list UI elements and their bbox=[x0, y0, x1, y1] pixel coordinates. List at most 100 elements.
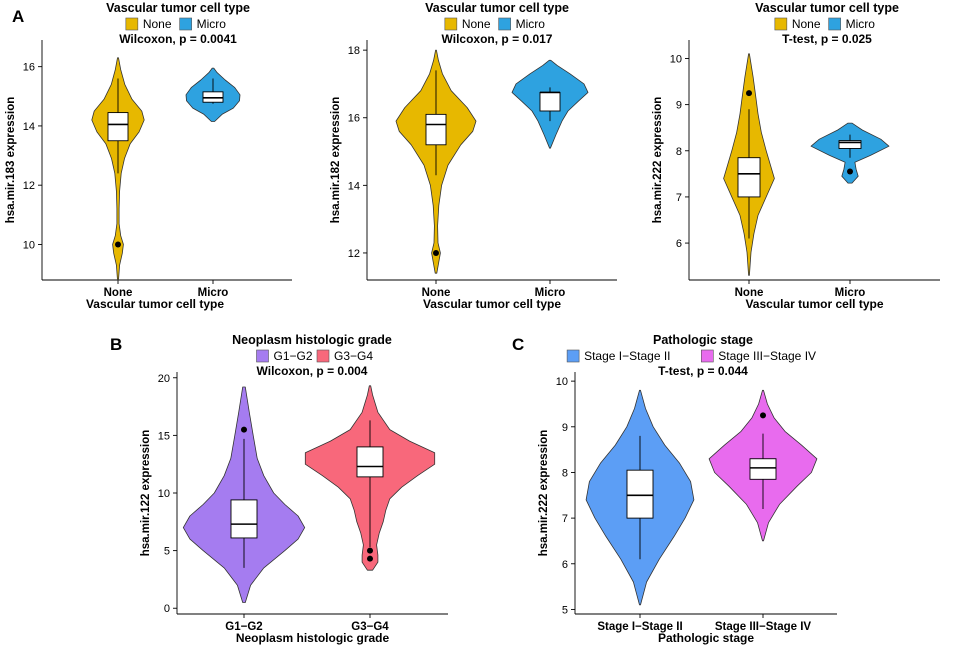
legend-key-2-1 bbox=[828, 17, 841, 31]
legend-label-1-1: Micro bbox=[516, 17, 546, 31]
x-axis-title-3: Neoplasm histologic grade bbox=[236, 631, 390, 645]
test-result-1: Wilcoxon, p = 0.017 bbox=[442, 32, 553, 46]
x-axis-title-1: Vascular tumor cell type bbox=[423, 297, 561, 311]
legend-label-2-0: None bbox=[792, 17, 821, 31]
panel-label-b: B bbox=[110, 335, 122, 354]
x-tick-label-0-0: None bbox=[104, 287, 133, 299]
box-3-0 bbox=[230, 499, 258, 539]
box-4-0 bbox=[626, 469, 654, 519]
outlier-3-0-0 bbox=[241, 426, 247, 433]
box-1-1 bbox=[539, 91, 561, 112]
y-tick-label-4-0: 5 bbox=[562, 604, 568, 616]
y-tick-label-4-3: 8 bbox=[562, 467, 568, 479]
y-tick-label-3-0: 0 bbox=[164, 603, 170, 615]
y-tick-label-2-0: 6 bbox=[676, 238, 682, 250]
outlier-0-0-0 bbox=[115, 241, 121, 248]
legend-label-4-0: Stage I−Stage II bbox=[584, 349, 670, 363]
test-result-4: T-test, p = 0.044 bbox=[658, 364, 748, 378]
y-tick-label-4-2: 7 bbox=[562, 513, 568, 525]
y-tick-label-0-2: 14 bbox=[23, 121, 35, 133]
y-axis-title-1: hsa.mir.182 expression bbox=[330, 97, 342, 224]
outlier-2-0-0 bbox=[746, 90, 752, 97]
x-tick-label-2-1: Micro bbox=[835, 287, 866, 299]
y-tick-label-2-4: 10 bbox=[670, 53, 682, 65]
y-tick-label-3-2: 10 bbox=[158, 488, 170, 500]
box-3-1 bbox=[356, 446, 384, 478]
legend-label-3-0: G1−G2 bbox=[274, 349, 313, 363]
legend-label-1-0: None bbox=[462, 17, 491, 31]
outlier-1-0-0 bbox=[433, 249, 439, 256]
test-result-0: Wilcoxon, p = 0.0041 bbox=[119, 32, 237, 46]
legend-key-3-1 bbox=[316, 349, 330, 363]
x-tick-label-0-1: Micro bbox=[198, 287, 229, 299]
y-tick-label-0-1: 12 bbox=[23, 180, 35, 192]
legend-label-0-1: Micro bbox=[197, 17, 227, 31]
outlier-3-1-0 bbox=[367, 547, 373, 554]
y-tick-label-4-1: 6 bbox=[562, 559, 568, 571]
chart-title-2: Vascular tumor cell type bbox=[755, 1, 899, 15]
y-axis-title-4: hsa.mir.222 expression bbox=[538, 430, 550, 557]
box-4-1 bbox=[749, 458, 777, 480]
x-tick-label-3-0: G1−G2 bbox=[225, 621, 262, 633]
x-tick-label-4-0: Stage I−Stage II bbox=[597, 621, 682, 633]
chart-title-0: Vascular tumor cell type bbox=[106, 1, 250, 15]
box-0-0 bbox=[107, 112, 129, 142]
y-axis-title-0: hsa.mir.183 expression bbox=[5, 97, 17, 224]
legend-key-0-1 bbox=[179, 17, 192, 31]
y-axis-title-2: hsa.mir.222 expression bbox=[652, 97, 664, 224]
x-axis-title-2: Vascular tumor cell type bbox=[745, 297, 883, 311]
test-result-2: T-test, p = 0.025 bbox=[782, 32, 872, 46]
legend-key-0-0 bbox=[125, 17, 139, 31]
legend-key-1-0 bbox=[444, 17, 458, 31]
y-tick-label-0-3: 16 bbox=[23, 62, 35, 74]
y-tick-label-1-2: 16 bbox=[348, 113, 360, 125]
legend-key-4-0 bbox=[566, 349, 580, 363]
legend-key-2-0 bbox=[774, 17, 788, 31]
chart-title-3: Neoplasm histologic grade bbox=[232, 333, 392, 347]
box-1-0 bbox=[425, 113, 447, 146]
box-2-0 bbox=[737, 157, 761, 198]
legend-label-3-1: G3−G4 bbox=[334, 349, 373, 363]
y-tick-label-3-3: 15 bbox=[158, 430, 170, 442]
x-tick-label-1-0: None bbox=[422, 287, 451, 299]
chart-title-4: Pathologic stage bbox=[653, 333, 753, 347]
test-result-3: Wilcoxon, p = 0.004 bbox=[257, 364, 368, 378]
panel-label-a: A bbox=[12, 7, 24, 26]
x-tick-label-1-1: Micro bbox=[535, 287, 566, 299]
y-tick-label-2-2: 8 bbox=[676, 146, 682, 158]
x-tick-label-2-0: None bbox=[735, 287, 764, 299]
y-tick-label-2-3: 9 bbox=[676, 100, 682, 112]
y-tick-label-0-0: 10 bbox=[23, 239, 35, 251]
x-axis-title-4: Pathologic stage bbox=[658, 631, 754, 645]
legend-key-1-1 bbox=[498, 17, 511, 31]
y-tick-label-1-0: 12 bbox=[348, 248, 360, 260]
legend-label-4-1: Stage III−Stage IV bbox=[718, 349, 816, 363]
x-axis-title-0: Vascular tumor cell type bbox=[86, 297, 224, 311]
y-tick-label-1-3: 18 bbox=[348, 45, 360, 57]
y-axis-title-3: hsa.mir.122 expression bbox=[140, 430, 152, 557]
panel-label-c: C bbox=[512, 335, 524, 354]
y-tick-label-3-4: 20 bbox=[158, 373, 170, 385]
y-tick-label-2-1: 7 bbox=[676, 192, 682, 204]
chart-title-1: Vascular tumor cell type bbox=[425, 1, 569, 15]
x-tick-label-4-1: Stage III−Stage IV bbox=[715, 621, 812, 633]
legend-label-2-1: Micro bbox=[846, 17, 876, 31]
y-tick-label-4-4: 9 bbox=[562, 422, 568, 434]
outlier-4-1-0 bbox=[760, 412, 766, 419]
legend-label-0-0: None bbox=[143, 17, 172, 31]
outlier-3-1-1 bbox=[367, 555, 373, 562]
y-tick-label-4-5: 10 bbox=[556, 376, 568, 388]
x-tick-label-3-1: G3−G4 bbox=[351, 621, 389, 633]
y-tick-label-3-1: 5 bbox=[164, 546, 170, 558]
outlier-2-1-0 bbox=[847, 168, 853, 175]
legend-key-4-1 bbox=[700, 349, 714, 363]
legend-key-3-0 bbox=[256, 349, 269, 363]
box-2-1 bbox=[838, 140, 862, 149]
y-tick-label-1-1: 14 bbox=[348, 180, 360, 192]
